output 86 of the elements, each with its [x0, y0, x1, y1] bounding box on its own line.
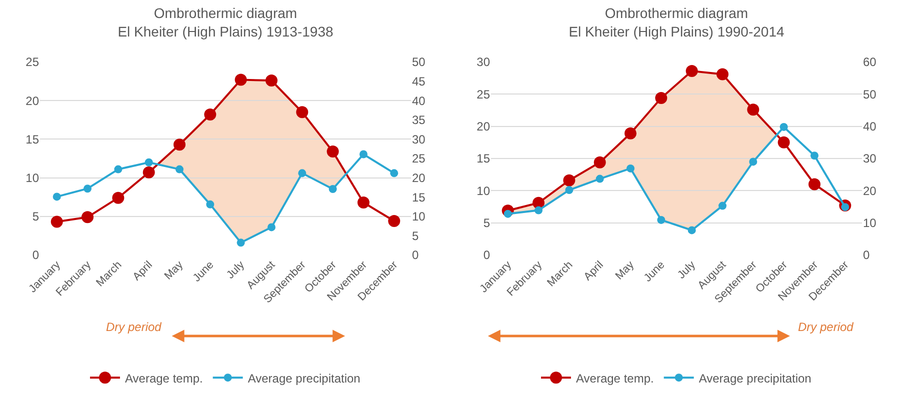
point — [563, 174, 576, 186]
x-tick-label: July — [676, 258, 698, 282]
y2-tick-label: 50 — [412, 55, 426, 70]
y-tick-label: 5 — [32, 210, 40, 224]
x-tick-label: May — [613, 258, 637, 282]
y-tick-label: 25 — [26, 55, 40, 70]
y-tick-label: 15 — [476, 152, 490, 166]
y2-tick-label: 5 — [412, 228, 419, 243]
y2-tick-label: 30 — [863, 152, 877, 166]
point — [82, 211, 94, 224]
point — [686, 65, 698, 78]
point — [206, 200, 214, 208]
y2-tick-label: 0 — [863, 248, 870, 262]
y-tick-label: 20 — [476, 120, 490, 134]
point — [142, 166, 155, 178]
point — [655, 92, 668, 104]
point — [84, 184, 92, 193]
y2-tick-label: 50 — [863, 87, 877, 102]
y2-tick-label: 45 — [412, 74, 426, 88]
text: Dry period — [106, 320, 162, 334]
y2-tick-label: 10 — [412, 210, 426, 224]
point — [657, 216, 666, 224]
point — [296, 106, 308, 118]
x-tick-label: May — [162, 258, 186, 282]
point — [596, 174, 604, 183]
point — [749, 158, 758, 166]
point — [810, 152, 818, 160]
y2-tick-label: 40 — [863, 120, 877, 134]
y2-tick-label: 20 — [412, 171, 426, 185]
point — [808, 178, 820, 190]
y-tick-label: 0 — [483, 248, 490, 262]
point — [326, 146, 339, 158]
y-tick-label: 5 — [483, 216, 490, 230]
point — [236, 238, 245, 247]
point — [780, 122, 788, 131]
y-tick-label: 25 — [476, 87, 490, 102]
point — [204, 108, 216, 120]
point — [718, 202, 726, 210]
y2-tick-label: 20 — [863, 184, 877, 198]
point — [144, 158, 153, 166]
point — [265, 74, 278, 87]
y2-tick-label: 60 — [863, 55, 877, 70]
y-tick-label: 10 — [26, 171, 40, 185]
point — [778, 136, 790, 148]
y2-tick-label: 25 — [412, 152, 426, 166]
point — [388, 215, 400, 228]
point — [328, 184, 337, 193]
point — [174, 138, 186, 151]
point — [716, 68, 728, 80]
point — [234, 74, 247, 86]
legend-label: Average temp. — [125, 371, 203, 386]
point — [626, 164, 635, 172]
point — [594, 156, 606, 168]
legend-label: Average temp. — [576, 371, 654, 386]
point — [534, 206, 543, 214]
point — [52, 192, 61, 201]
y-tick-label: 30 — [476, 55, 490, 70]
point — [267, 223, 276, 232]
x-tick-label: July — [224, 258, 248, 282]
legend-label: Average precipitation — [698, 371, 812, 386]
text: Dry period — [798, 320, 854, 334]
y2-tick-label: 0 — [412, 248, 419, 262]
point — [624, 127, 637, 140]
point — [747, 104, 760, 116]
point — [357, 196, 370, 208]
point — [298, 169, 306, 178]
y2-tick-label: 15 — [412, 190, 426, 204]
chart-title: Ombrothermic diagram El Kheiter (High Plains) 1990-2014 — [568, 5, 784, 40]
y-tick-label: 0 — [32, 248, 40, 262]
y2-tick-label: 10 — [863, 216, 877, 230]
y-tick-label: 15 — [26, 132, 40, 146]
y2-tick-label: 40 — [412, 94, 426, 108]
chart-title: Ombrothermic diagram El Kheiter (High Plains) 1913-1938 — [118, 5, 334, 40]
point — [176, 165, 184, 174]
point — [114, 165, 122, 174]
y-tick-label: 10 — [476, 184, 490, 198]
y-tick-label: 20 — [26, 94, 40, 108]
point — [359, 150, 368, 158]
point — [50, 216, 63, 228]
point — [390, 169, 398, 178]
y2-tick-label: 30 — [412, 132, 426, 146]
legend-label: Average precipitation — [248, 371, 360, 386]
y2-tick-label: 35 — [412, 113, 426, 128]
point — [565, 186, 574, 194]
point — [112, 192, 124, 204]
point — [688, 226, 696, 234]
